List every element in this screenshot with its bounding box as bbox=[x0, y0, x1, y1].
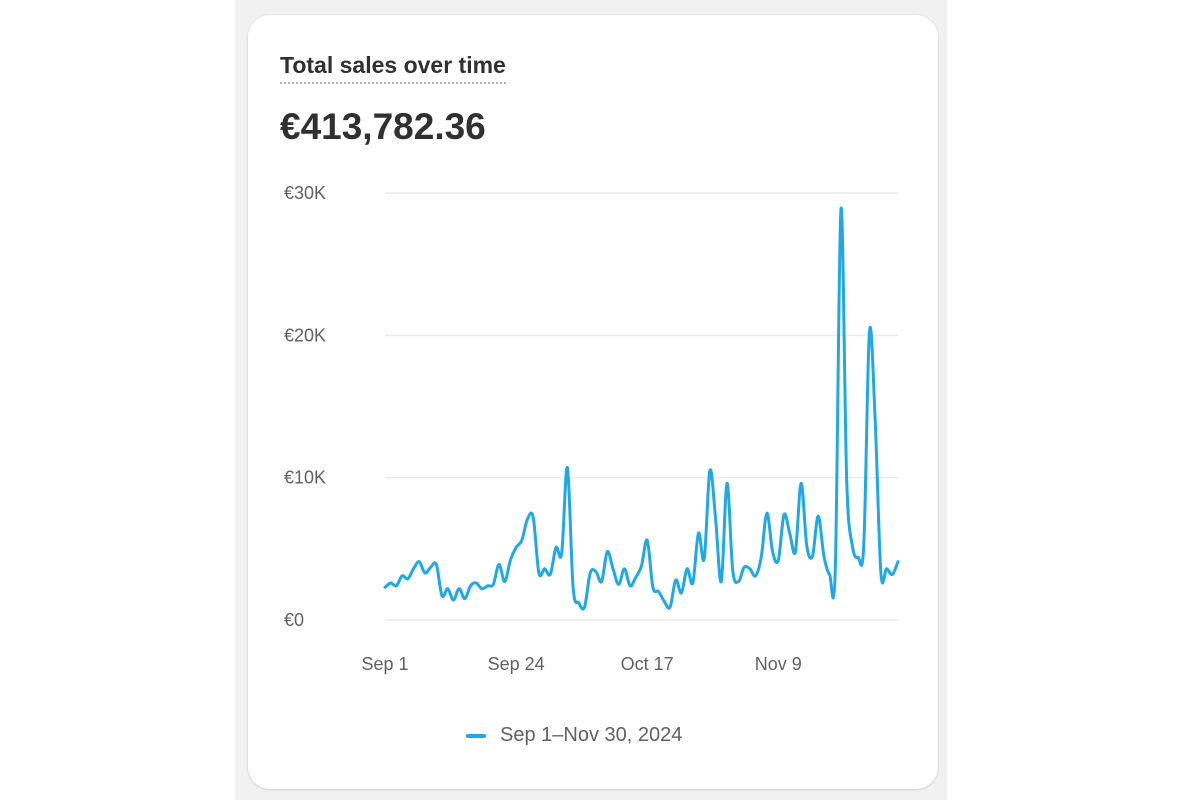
chart-title[interactable]: Total sales over time bbox=[280, 52, 506, 84]
total-sales-value: €413,782.36 bbox=[280, 106, 486, 147]
series-line[interactable] bbox=[383, 206, 900, 611]
y-tick-label: €0 bbox=[284, 610, 304, 630]
chart-legend[interactable]: Sep 1–Nov 30, 2024 bbox=[466, 724, 682, 747]
x-tick-label: Sep 1 bbox=[361, 654, 408, 674]
y-tick-label: €20K bbox=[284, 325, 326, 345]
legend-label: Sep 1–Nov 30, 2024 bbox=[500, 724, 683, 746]
y-tick-label: €30K bbox=[284, 183, 326, 203]
x-tick-label: Oct 17 bbox=[621, 654, 674, 674]
x-tick-label: Sep 24 bbox=[488, 654, 545, 674]
sales-card bbox=[248, 15, 938, 789]
legend-swatch bbox=[466, 733, 486, 738]
y-tick-label: €10K bbox=[284, 468, 326, 488]
x-tick-label: Nov 9 bbox=[755, 654, 802, 674]
